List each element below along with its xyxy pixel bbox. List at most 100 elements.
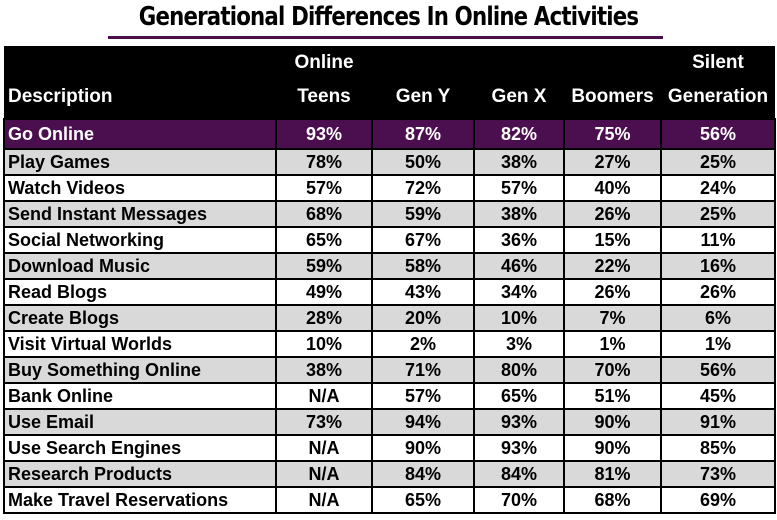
row-label: Visit Virtual Worlds: [3, 330, 277, 358]
table-cell: 59%: [371, 200, 475, 228]
table-cell: 68%: [563, 486, 662, 514]
table-body: Go Online 93% 87% 82% 75% 56% Play Games 78% 50%…: [3, 118, 776, 514]
table-cell: 26%: [563, 278, 662, 306]
table-cell: 11%: [660, 226, 776, 254]
row-label: Play Games: [3, 148, 277, 176]
table-cell: 57%: [275, 174, 373, 202]
table-cell: 90%: [563, 434, 662, 462]
column-header: Boomers: [564, 46, 661, 119]
table-cell: 1%: [660, 330, 776, 358]
table-cell: 81%: [563, 460, 662, 488]
table-cell: 10%: [473, 304, 565, 332]
table-row: Download Music 59% 58% 46% 22% 16%: [3, 252, 776, 280]
row-label: Buy Something Online: [3, 356, 277, 384]
table-cell: 24%: [660, 174, 776, 202]
table-cell: 72%: [371, 174, 475, 202]
row-label: Go Online: [3, 118, 277, 150]
table-cell: 50%: [371, 148, 475, 176]
row-label: Use Search Engines: [3, 434, 277, 462]
header-row: Description Online Teens Gen Y Gen X Boomers…: [4, 46, 775, 119]
table-cell: 65%: [275, 226, 373, 254]
table-row: Watch Videos 57% 72% 57% 40% 24%: [3, 174, 776, 202]
row-label: Watch Videos: [3, 174, 277, 202]
table-cell: 73%: [275, 408, 373, 436]
table-row: Use Search Engines N/A 90% 93% 90% 85%: [3, 434, 776, 462]
table-cell: 84%: [473, 460, 565, 488]
table-cell: 56%: [660, 118, 776, 150]
table-cell: 84%: [371, 460, 475, 488]
table-cell: 78%: [275, 148, 373, 176]
row-label: Read Blogs: [3, 278, 277, 306]
table-cell: 58%: [371, 252, 475, 280]
table-cell: 65%: [473, 382, 565, 410]
table-cell: 38%: [473, 148, 565, 176]
table-cell: 82%: [473, 118, 565, 150]
table-cell: 57%: [371, 382, 475, 410]
column-header: Gen X: [474, 46, 564, 119]
table-cell: 7%: [563, 304, 662, 332]
table-cell: 26%: [660, 278, 776, 306]
row-label: Send Instant Messages: [3, 200, 277, 228]
table-cell: 2%: [371, 330, 475, 358]
table-cell: 25%: [660, 200, 776, 228]
row-label: Make Travel Reservations: [3, 486, 277, 514]
table-cell: 67%: [371, 226, 475, 254]
table-cell: 16%: [660, 252, 776, 280]
table-cell: 26%: [563, 200, 662, 228]
table-row: Social Networking 65% 67% 36% 15% 11%: [3, 226, 776, 254]
table-cell: 40%: [563, 174, 662, 202]
table-cell: 6%: [660, 304, 776, 332]
table-row: Read Blogs 49% 43% 34% 26% 26%: [3, 278, 776, 306]
table-cell: 56%: [660, 356, 776, 384]
table-cell: 94%: [371, 408, 475, 436]
row-label: Create Blogs: [3, 304, 277, 332]
table-cell: 27%: [563, 148, 662, 176]
table-cell: 34%: [473, 278, 565, 306]
title-underline: [108, 36, 663, 39]
table-cell: 70%: [473, 486, 565, 514]
table-cell: 75%: [563, 118, 662, 150]
table-cell: 1%: [563, 330, 662, 358]
table-row: Create Blogs 28% 20% 10% 7% 6%: [3, 304, 776, 332]
row-label: Social Networking: [3, 226, 277, 254]
table-cell: 43%: [371, 278, 475, 306]
table-cell: 85%: [660, 434, 776, 462]
row-label: Research Products: [3, 460, 277, 488]
table-cell: 20%: [371, 304, 475, 332]
table-cell: 38%: [275, 356, 373, 384]
table-cell: 93%: [473, 434, 565, 462]
table-cell: 36%: [473, 226, 565, 254]
table-cell: 25%: [660, 148, 776, 176]
table-cell: 87%: [371, 118, 475, 150]
table-row: Research Products N/A 84% 84% 81% 73%: [3, 460, 776, 488]
table-row: Go Online 93% 87% 82% 75% 56%: [3, 118, 776, 150]
table-cell: 80%: [473, 356, 565, 384]
table-cell: N/A: [275, 460, 373, 488]
table-cell: 93%: [275, 118, 373, 150]
table-cell: 65%: [371, 486, 475, 514]
column-header: Description: [4, 46, 276, 119]
table-cell: N/A: [275, 382, 373, 410]
column-header: Gen Y: [372, 46, 474, 119]
column-header: Silent Generation: [661, 46, 775, 119]
column-header: Online Teens: [276, 46, 372, 119]
table-cell: 69%: [660, 486, 776, 514]
table-row: Use Email 73% 94% 93% 90% 91%: [3, 408, 776, 436]
table-cell: 45%: [660, 382, 776, 410]
table-cell: 15%: [563, 226, 662, 254]
table-cell: 73%: [660, 460, 776, 488]
row-label: Use Email: [3, 408, 277, 436]
table-cell: N/A: [275, 434, 373, 462]
data-table: Description Online Teens Gen Y Gen X Boomers…: [3, 46, 776, 514]
table-cell: 90%: [371, 434, 475, 462]
table-cell: 46%: [473, 252, 565, 280]
page-title: Generational Differences In Online Activ…: [138, 2, 639, 32]
table-cell: N/A: [275, 486, 373, 514]
table-cell: 91%: [660, 408, 776, 436]
table-cell: 38%: [473, 200, 565, 228]
table-cell: 68%: [275, 200, 373, 228]
table-cell: 93%: [473, 408, 565, 436]
table-cell: 22%: [563, 252, 662, 280]
table-row: Play Games 78% 50% 38% 27% 25%: [3, 148, 776, 176]
table-cell: 90%: [563, 408, 662, 436]
